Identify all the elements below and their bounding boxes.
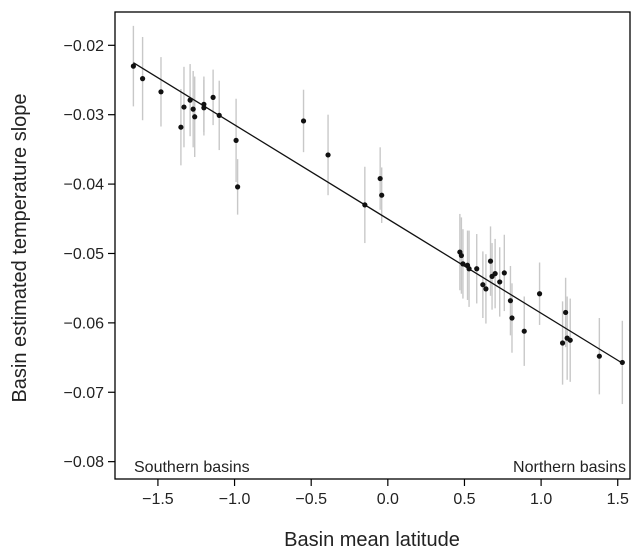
data-point xyxy=(487,258,494,264)
data-point xyxy=(201,105,207,111)
data-point xyxy=(507,298,514,304)
data-point xyxy=(466,266,472,272)
data-point xyxy=(300,118,307,124)
data-point xyxy=(158,89,164,95)
data-point xyxy=(497,279,503,285)
y-tick-label: −0.02 xyxy=(64,38,105,55)
x-axis-ticks: −1.5 −1.0 −0.5 0.0 0.5 1.0 1.5 xyxy=(142,479,629,508)
data-point xyxy=(377,175,383,182)
x-tick-label: −0.5 xyxy=(295,491,327,508)
data-point xyxy=(216,112,222,118)
y-tick-label: −0.04 xyxy=(64,177,105,194)
data-point xyxy=(130,63,136,69)
y-tick-label: −0.03 xyxy=(64,107,105,124)
y-tick-label: −0.05 xyxy=(64,246,105,263)
data-point xyxy=(458,252,464,259)
data-point xyxy=(536,291,543,297)
data-point xyxy=(563,309,569,316)
data-point xyxy=(567,337,573,343)
x-tick-label: 1.0 xyxy=(530,491,552,508)
data-point xyxy=(233,137,239,143)
annotation-northern-basins: Northern basins xyxy=(513,459,626,476)
y-tick-label: −0.08 xyxy=(64,454,105,471)
x-tick-label: 0.0 xyxy=(377,491,399,508)
data-point xyxy=(559,340,566,346)
data-point xyxy=(509,315,515,321)
data-point xyxy=(210,94,216,100)
x-tick-label: −1.5 xyxy=(142,491,174,508)
x-axis-title: Basin mean latitude xyxy=(284,529,460,551)
y-axis-title: Basin estimated temperature slope xyxy=(9,93,31,402)
data-point xyxy=(460,261,466,267)
data-point xyxy=(596,353,602,359)
data-point xyxy=(181,104,187,110)
data-point xyxy=(492,271,498,277)
data-point xyxy=(474,266,480,272)
data-point xyxy=(480,282,486,288)
data-point xyxy=(521,328,527,334)
x-tick-label: 1.5 xyxy=(607,491,629,508)
data-point xyxy=(190,106,196,112)
data-point xyxy=(192,114,198,120)
data-point xyxy=(379,192,385,198)
error-bars xyxy=(132,25,624,405)
data-point xyxy=(139,76,146,82)
regression-line xyxy=(133,62,623,364)
data-point xyxy=(325,152,331,158)
data-point xyxy=(187,97,193,103)
data-point xyxy=(178,124,184,130)
y-tick-label: −0.06 xyxy=(64,315,105,332)
annotation-southern-basins: Southern basins xyxy=(134,459,250,476)
y-axis-ticks: −0.02 −0.03 −0.04 −0.05 −0.06 −0.07 −0.08 xyxy=(64,38,115,471)
x-tick-label: 0.5 xyxy=(453,491,475,508)
data-point xyxy=(362,202,368,208)
data-point xyxy=(501,270,507,276)
data-points xyxy=(130,63,625,366)
data-point xyxy=(619,359,625,366)
x-tick-label: −1.0 xyxy=(219,491,251,508)
y-tick-label: −0.07 xyxy=(64,385,105,402)
data-point xyxy=(235,184,241,190)
data-point xyxy=(483,286,489,292)
plot-frame xyxy=(114,11,631,480)
